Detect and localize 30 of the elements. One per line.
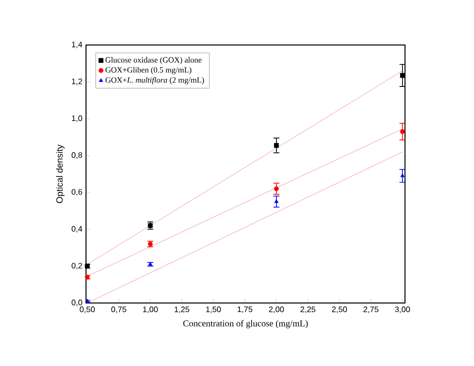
y-tick-label: 1,2 xyxy=(72,78,82,86)
y-tick-label: 1,4 xyxy=(72,42,82,48)
x-tick-label: 0,50 xyxy=(80,306,95,314)
y-tick-label: 0,0 xyxy=(72,300,82,306)
y-axis-title: Optical density xyxy=(56,144,64,204)
x-axis-title: Concentration of glucose (mg/mL) xyxy=(183,320,308,328)
x-tick-label: 2,50 xyxy=(332,306,347,314)
point xyxy=(400,73,405,78)
x-tick-label: 2,25 xyxy=(300,306,316,314)
point xyxy=(274,199,278,203)
x-tick-label: 1,75 xyxy=(238,306,252,314)
y-tick-label: 0,2 xyxy=(72,262,82,270)
y-tick-label: 0,6 xyxy=(72,189,82,196)
point xyxy=(274,143,279,148)
legend-label: Glucose oxidase (GOX) alone xyxy=(106,56,202,64)
legend-label: GOX+L. multiflora (2 mg/mL) xyxy=(106,77,204,84)
x-tick-label: 0,75 xyxy=(111,306,126,314)
x-tick-label: 2,75 xyxy=(364,306,378,314)
point xyxy=(400,129,405,134)
legend-label: GOX+Gliben (0.5 mg/mL) xyxy=(106,66,192,74)
point xyxy=(400,173,405,178)
x-tick-label: 3,00 xyxy=(394,306,410,314)
x-tick-label: 2,00 xyxy=(269,306,284,314)
point xyxy=(274,186,279,192)
x-tick-label: 1,50 xyxy=(206,306,221,314)
y-tick-label: 0,8 xyxy=(72,152,82,159)
x-tick-label: 1,00 xyxy=(143,306,158,314)
y-tick-label: 1,0 xyxy=(72,115,82,122)
x-tick-label: 1,25 xyxy=(174,306,190,314)
y-tick-label: 0,4 xyxy=(72,226,82,233)
